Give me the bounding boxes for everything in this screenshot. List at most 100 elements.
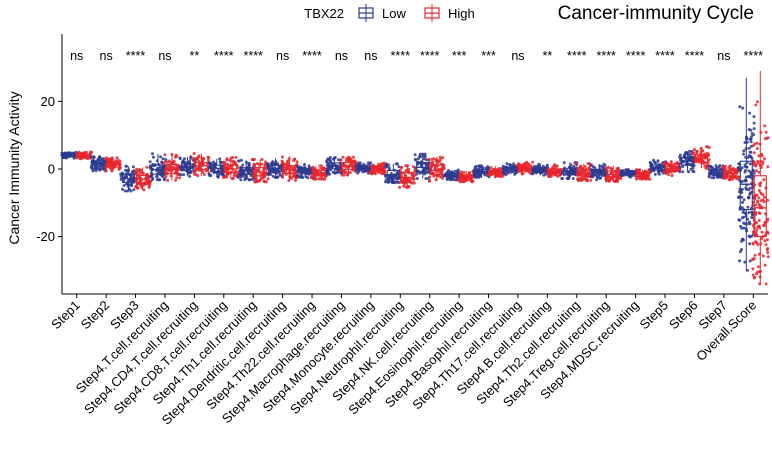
data-point — [341, 155, 345, 159]
data-point — [766, 165, 770, 169]
data-point — [378, 171, 382, 175]
data-point — [554, 173, 558, 177]
data-point — [270, 165, 274, 169]
data-point — [740, 248, 743, 251]
data-point — [731, 177, 735, 181]
data-point — [325, 160, 328, 163]
data-point — [691, 169, 695, 173]
data-point — [442, 174, 446, 178]
data-point — [306, 176, 310, 180]
data-point — [339, 158, 343, 162]
data-point — [139, 168, 142, 172]
data-point — [652, 158, 656, 162]
data-point — [741, 106, 745, 110]
y-axis-title: Cancer Immunity Activity — [6, 91, 22, 244]
significance-labels: ns ns **** ns ** **** **** ns **** ns ns **** **** **… — [70, 49, 763, 63]
data-point — [161, 157, 165, 161]
data-point — [764, 130, 768, 134]
data-point — [159, 155, 162, 159]
data-point — [415, 172, 419, 176]
data-point — [144, 175, 148, 179]
data-point — [512, 162, 516, 166]
significance-label: ns — [364, 49, 377, 63]
data-point — [740, 206, 744, 210]
data-point — [206, 155, 210, 159]
data-point — [746, 217, 750, 221]
data-point — [337, 158, 340, 162]
data-point — [752, 151, 756, 155]
data-point — [747, 146, 751, 150]
legend: TBX22 Low High — [304, 4, 475, 22]
data-point — [428, 179, 431, 183]
data-point — [136, 186, 140, 190]
box-low — [63, 152, 77, 159]
data-point — [418, 152, 422, 156]
significance-label: *** — [452, 49, 467, 63]
data-point — [290, 176, 294, 180]
box-high — [459, 170, 473, 182]
data-point — [264, 180, 268, 184]
data-point — [117, 166, 121, 170]
data-point — [765, 238, 769, 242]
box-low — [269, 158, 283, 178]
data-point — [754, 240, 758, 244]
legend-entry-high: High — [424, 4, 475, 22]
data-point — [536, 164, 540, 168]
data-point — [164, 175, 168, 179]
data-point — [423, 167, 427, 171]
data-point — [152, 155, 155, 159]
data-point — [707, 164, 711, 168]
chart-title: Cancer-immunity Cycle — [558, 3, 754, 24]
data-point — [261, 175, 265, 179]
data-point — [755, 147, 759, 150]
data-point — [705, 145, 709, 149]
data-point — [400, 165, 404, 169]
data-point — [340, 173, 344, 177]
data-point — [766, 231, 770, 235]
data-point — [384, 180, 387, 184]
boxplots — [63, 70, 767, 284]
data-point — [531, 160, 535, 164]
data-point — [404, 164, 408, 168]
data-point — [225, 158, 229, 162]
box-high — [341, 157, 356, 176]
data-point — [393, 180, 397, 184]
data-point — [743, 260, 747, 264]
data-point — [712, 176, 716, 180]
data-point — [247, 178, 251, 182]
data-point — [243, 178, 247, 182]
data-point — [542, 173, 546, 177]
data-point — [202, 173, 206, 176]
data-point — [579, 165, 583, 169]
data-point — [736, 196, 740, 199]
data-point — [341, 169, 345, 173]
data-point — [756, 243, 760, 247]
data-point — [345, 159, 348, 163]
significance-label: ns — [717, 49, 730, 63]
data-point — [603, 163, 607, 167]
data-point — [175, 176, 179, 180]
data-point — [750, 210, 754, 214]
significance-label: *** — [481, 49, 496, 63]
significance-label: ns — [276, 49, 289, 63]
data-point — [763, 195, 766, 199]
data-point — [266, 177, 270, 181]
data-point — [104, 169, 108, 173]
box-low — [474, 165, 489, 178]
data-point — [352, 155, 355, 159]
data-point — [323, 177, 327, 181]
data-point — [731, 167, 735, 171]
data-point — [72, 156, 76, 160]
data-point — [574, 162, 578, 166]
data-point — [247, 161, 251, 165]
data-point — [755, 228, 759, 232]
data-point — [197, 159, 201, 163]
data-point — [747, 234, 751, 238]
data-point — [754, 230, 758, 234]
data-point — [757, 182, 761, 186]
data-point — [192, 156, 196, 160]
data-point — [600, 164, 604, 168]
data-point — [589, 163, 593, 167]
data-point — [708, 171, 711, 175]
data-point — [748, 259, 752, 263]
